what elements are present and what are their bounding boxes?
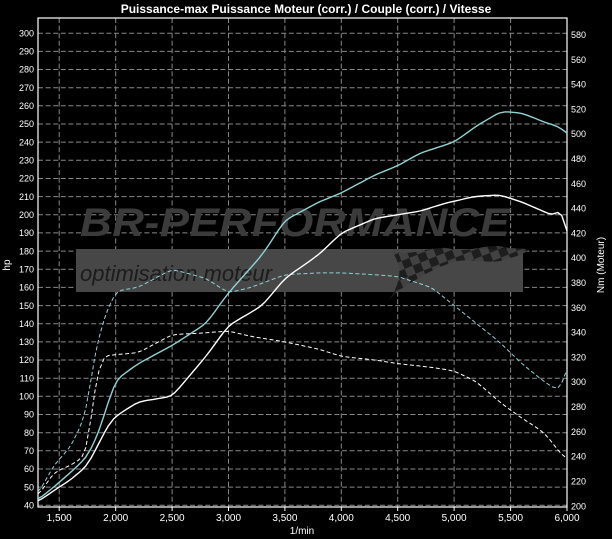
svg-text:120: 120: [19, 355, 34, 365]
svg-text:140: 140: [19, 319, 34, 329]
svg-text:280: 280: [19, 65, 34, 75]
svg-text:340: 340: [571, 328, 586, 338]
svg-text:2,000: 2,000: [103, 513, 128, 524]
svg-text:190: 190: [19, 228, 34, 238]
svg-text:Nm (Moteur): Nm (Moteur): [596, 237, 607, 293]
svg-text:560: 560: [571, 55, 586, 65]
svg-text:180: 180: [19, 246, 34, 256]
svg-text:360: 360: [571, 303, 586, 313]
svg-text:150: 150: [19, 301, 34, 311]
svg-text:300: 300: [571, 377, 586, 387]
svg-text:1,500: 1,500: [47, 513, 72, 524]
svg-text:70: 70: [24, 446, 34, 456]
svg-text:100: 100: [19, 392, 34, 402]
svg-text:6,000: 6,000: [554, 513, 579, 524]
svg-text:170: 170: [19, 264, 34, 274]
svg-text:220: 220: [571, 477, 586, 487]
svg-text:BR-PERFORMANCE: BR-PERFORMANCE: [80, 201, 511, 245]
svg-text:240: 240: [571, 452, 586, 462]
svg-text:130: 130: [19, 337, 34, 347]
svg-text:420: 420: [571, 228, 586, 238]
svg-text:1/min: 1/min: [290, 526, 314, 537]
svg-text:500: 500: [571, 129, 586, 139]
svg-text:160: 160: [19, 283, 34, 293]
svg-text:2,500: 2,500: [160, 513, 185, 524]
svg-text:optimisation moteur: optimisation moteur: [80, 261, 274, 286]
svg-text:480: 480: [571, 154, 586, 164]
svg-text:250: 250: [19, 119, 34, 129]
svg-text:3,500: 3,500: [272, 513, 297, 524]
svg-text:90: 90: [24, 410, 34, 420]
svg-text:40: 40: [24, 501, 34, 511]
svg-text:4,500: 4,500: [385, 513, 410, 524]
svg-text:520: 520: [571, 104, 586, 114]
svg-text:230: 230: [19, 156, 34, 166]
svg-text:50: 50: [24, 482, 34, 492]
svg-text:5,000: 5,000: [442, 513, 467, 524]
svg-text:240: 240: [19, 137, 34, 147]
svg-text:80: 80: [24, 428, 34, 438]
svg-text:320: 320: [571, 352, 586, 362]
svg-text:220: 220: [19, 174, 34, 184]
svg-text:260: 260: [571, 427, 586, 437]
svg-text:4,000: 4,000: [329, 513, 354, 524]
svg-text:3,000: 3,000: [216, 513, 241, 524]
svg-text:260: 260: [19, 101, 34, 111]
svg-text:580: 580: [571, 30, 586, 40]
svg-text:280: 280: [571, 402, 586, 412]
svg-text:200: 200: [19, 210, 34, 220]
svg-text:540: 540: [571, 80, 586, 90]
svg-text:hp: hp: [2, 259, 13, 271]
svg-text:460: 460: [571, 179, 586, 189]
svg-text:440: 440: [571, 204, 586, 214]
svg-text:210: 210: [19, 192, 34, 202]
svg-text:290: 290: [19, 47, 34, 57]
svg-text:300: 300: [19, 28, 34, 38]
svg-text:270: 270: [19, 83, 34, 93]
svg-text:110: 110: [20, 373, 34, 383]
svg-text:400: 400: [571, 253, 586, 263]
svg-text:200: 200: [571, 501, 586, 511]
svg-text:5,500: 5,500: [498, 513, 523, 524]
svg-text:60: 60: [24, 464, 34, 474]
svg-text:380: 380: [571, 278, 586, 288]
